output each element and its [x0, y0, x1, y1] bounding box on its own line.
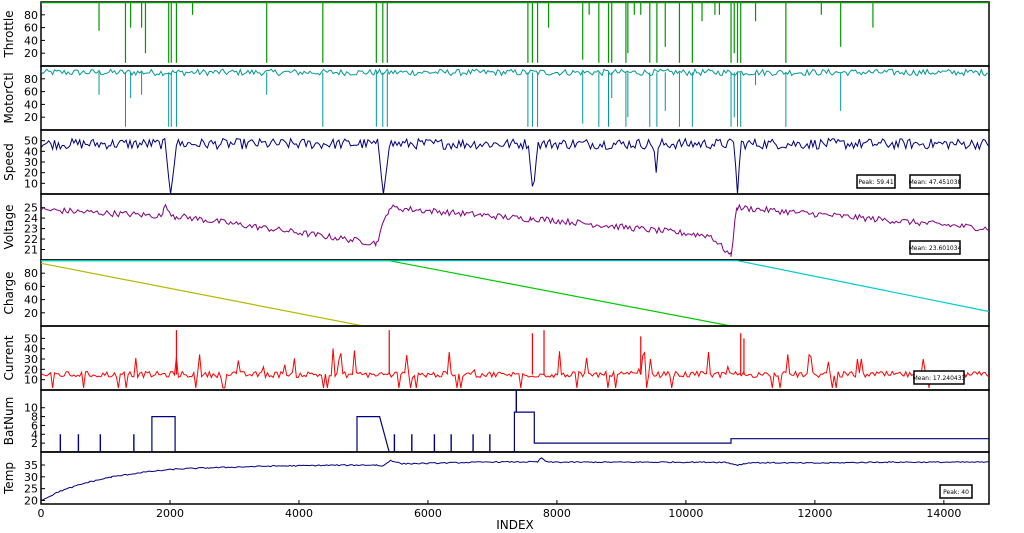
y-tick-label: 20 [24, 494, 38, 507]
y-tick-label: 20 [24, 167, 38, 180]
series-line [41, 457, 989, 501]
x-tick-label: 0 [38, 507, 45, 520]
y-tick-label: 24 [24, 212, 38, 225]
annotation-text: Mean: 47.451038 [909, 179, 962, 186]
annotation-box [856, 174, 896, 189]
y-tick-label: 21 [24, 244, 38, 257]
panel-frame [40, 325, 990, 391]
panel-frame [40, 129, 990, 195]
x-tick-label: 4000 [285, 507, 313, 520]
y-tick-label: 25 [24, 483, 38, 496]
y-tick-label: 20 [24, 307, 38, 320]
annotation-text: Peak: 40 [943, 489, 969, 496]
series-group [41, 390, 989, 452]
y-axis-label: Throttle [2, 10, 16, 58]
y-tick-label: 20 [24, 363, 38, 376]
series-group [41, 67, 989, 127]
series-group [41, 2, 989, 63]
series-group [41, 260, 989, 326]
y-tick-label: 40 [24, 34, 38, 47]
annotation-box [913, 370, 965, 385]
panel-frame [40, 65, 990, 131]
annotation-box [939, 484, 973, 499]
y-tick-label: 20 [24, 111, 38, 124]
y-tick-label: 50 [24, 135, 38, 148]
y-tick-label: 30 [24, 353, 38, 366]
y-tick-label: 50 [24, 332, 38, 345]
y-tick-label: 10 [24, 374, 38, 387]
annotation-box [909, 240, 961, 255]
y-tick-label: 60 [24, 86, 38, 99]
x-tick-label: 6000 [414, 507, 442, 520]
series-line [41, 348, 989, 389]
y-axis-label: Temp [2, 462, 16, 495]
series-group [41, 137, 989, 194]
y-tick-label: 30 [24, 471, 38, 484]
y-tick-label: 2 [31, 437, 38, 450]
y-tick-label: 40 [24, 98, 38, 111]
y-tick-label: 25 [24, 202, 38, 215]
y-tick-label: 35 [24, 459, 38, 472]
x-tick-label: 10000 [668, 507, 703, 520]
annotation-text: Mean: 17.240433 [913, 375, 966, 382]
y-tick-label: 80 [24, 73, 38, 86]
panel-frame [40, 1, 990, 67]
y-tick-label: 40 [24, 343, 38, 356]
y-tick-label: 20 [24, 47, 38, 60]
panel-frame [40, 193, 990, 261]
y-axis-label: Voltage [2, 204, 16, 249]
y-axis-label: MotorCtl [2, 72, 16, 123]
x-tick-label: 2000 [156, 507, 184, 520]
y-tick-label: 6 [31, 419, 38, 432]
series-line [41, 203, 989, 257]
x-tick-label: 14000 [926, 507, 961, 520]
y-tick-label: 80 [24, 267, 38, 280]
series-group [41, 203, 989, 257]
y-axis-label: Charge [2, 271, 16, 314]
y-tick-label: 30 [24, 156, 38, 169]
y-tick-label: 22 [24, 233, 38, 246]
x-tick-label: 8000 [543, 507, 571, 520]
annotation-box [909, 174, 961, 189]
y-tick-label: 80 [24, 9, 38, 22]
y-tick-label: 10 [24, 177, 38, 190]
panel-frame [40, 451, 990, 505]
y-tick-label: 40 [24, 294, 38, 307]
x-tick-label: 12000 [797, 507, 832, 520]
series-line [41, 137, 989, 194]
annotation-text: Peak: 59.41 [858, 179, 894, 186]
panel-frame [40, 259, 990, 327]
series-line [41, 411, 989, 452]
y-tick-label: 23 [24, 223, 38, 236]
x-axis-label: INDEX [496, 518, 534, 532]
series-line-1 [41, 260, 989, 326]
y-tick-label: 8 [31, 411, 38, 424]
y-axis-label: Current [2, 335, 16, 380]
y-axis-label: BatNum [2, 397, 16, 446]
y-tick-label: 10 [24, 402, 38, 415]
annotation-text: Mean: 23.601034 [909, 245, 962, 252]
series-group [41, 330, 989, 389]
y-axis-label: Speed [2, 143, 16, 181]
series-line [41, 67, 989, 77]
y-tick-label: 40 [24, 145, 38, 158]
y-tick-label: 60 [24, 22, 38, 35]
y-tick-label: 60 [24, 280, 38, 293]
series-group [41, 457, 989, 501]
y-tick-label: 4 [31, 428, 38, 441]
series-line-0 [41, 262, 989, 326]
series-line-2 [41, 260, 989, 313]
